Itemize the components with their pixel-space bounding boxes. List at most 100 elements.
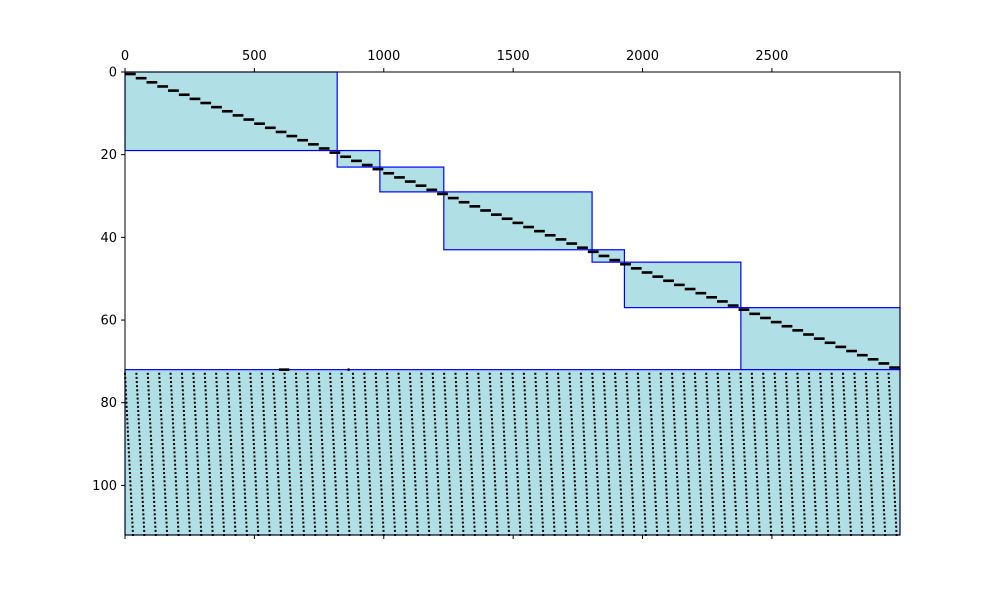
dense-entry (689, 509, 692, 512)
dense-entry (207, 451, 210, 454)
dense-entry (768, 505, 771, 508)
dense-entry (516, 471, 519, 474)
dense-entry (266, 480, 269, 483)
y-tick-label: 80 (100, 396, 117, 411)
diagonal-entry (469, 205, 481, 208)
dense-entry (352, 393, 355, 396)
dense-entry (594, 430, 597, 433)
dense-entry (650, 426, 653, 429)
dense-entry (159, 405, 162, 408)
dense-entry (734, 513, 737, 516)
dense-entry (775, 414, 778, 417)
dense-entry (582, 418, 585, 421)
dense-entry (745, 492, 748, 495)
dense-entry (848, 500, 851, 503)
dense-entry (489, 389, 492, 392)
dense-entry (218, 430, 221, 433)
dense-entry (597, 492, 600, 495)
dense-entry (127, 443, 130, 446)
dense-entry (820, 401, 823, 404)
dense-entry (769, 517, 772, 520)
diagonal-entry (157, 85, 169, 88)
dense-entry (415, 505, 418, 508)
diagonal-entry (307, 143, 319, 146)
dense-entry (535, 393, 538, 396)
dense-entry (868, 443, 871, 446)
dense-entry (358, 505, 361, 508)
dense-entry (653, 484, 656, 487)
dense-entry (894, 517, 897, 520)
dense-entry (473, 521, 476, 524)
dense-entry (183, 418, 186, 421)
diagonal-entry (264, 126, 276, 130)
dense-entry (814, 500, 817, 503)
dense-entry (549, 455, 552, 458)
dense-entry (296, 397, 299, 400)
dense-entry (379, 463, 382, 466)
dense-entry (546, 389, 549, 392)
dense-entry (159, 401, 162, 404)
isolated-entry (347, 368, 350, 371)
dense-entry (597, 505, 600, 508)
dense-entry (405, 525, 408, 528)
dense-entry (252, 426, 255, 429)
dense-entry (477, 376, 480, 379)
dense-entry (720, 443, 723, 446)
diagonal-entry (146, 81, 158, 84)
dense-entry (890, 434, 893, 437)
dense-entry (711, 492, 714, 495)
dense-entry (763, 393, 766, 396)
dense-entry (763, 389, 766, 392)
dense-entry (422, 426, 425, 429)
dense-entry (169, 372, 172, 375)
dense-entry (336, 525, 339, 528)
dense-entry (676, 488, 679, 491)
dense-entry (843, 401, 846, 404)
dense-entry (344, 459, 347, 462)
dense-entry (216, 397, 219, 400)
dense-entry (823, 451, 826, 454)
dense-entry (640, 447, 643, 450)
dense-entry (401, 443, 404, 446)
dense-entry (867, 418, 870, 421)
dense-entry (642, 480, 645, 483)
dense-entry (500, 381, 503, 384)
dense-entry (335, 509, 338, 512)
dense-entry (459, 467, 462, 470)
dense-entry (307, 405, 310, 408)
dense-entry (742, 443, 745, 446)
dense-entry (882, 509, 885, 512)
dense-entry (892, 463, 895, 466)
dense-entry (791, 496, 794, 499)
dense-entry (585, 484, 588, 487)
dense-entry (347, 517, 350, 520)
dense-entry (700, 505, 703, 508)
dense-entry (768, 492, 771, 495)
dense-entry (831, 389, 834, 392)
dense-entry (516, 480, 519, 483)
dense-entry (366, 438, 369, 441)
dense-entry (716, 376, 719, 379)
dense-entry (697, 443, 700, 446)
dense-entry (502, 414, 505, 417)
dense-entry (538, 463, 541, 466)
dense-entry (717, 397, 720, 400)
dense-entry (723, 509, 726, 512)
dense-entry (558, 401, 561, 404)
dense-entry (561, 455, 564, 458)
dense-entry (504, 463, 507, 466)
dense-entry (413, 471, 416, 474)
dense-entry (196, 463, 199, 466)
dense-entry (688, 496, 691, 499)
dense-entry (491, 434, 494, 437)
dense-entry (470, 459, 473, 462)
dense-entry (530, 525, 533, 528)
dense-entry (433, 401, 436, 404)
dense-entry (460, 496, 463, 499)
dense-entry (357, 480, 360, 483)
dense-entry (833, 438, 836, 441)
dense-entry (525, 434, 528, 437)
dense-entry (693, 372, 696, 375)
dense-entry (540, 496, 543, 499)
dense-entry (755, 471, 758, 474)
